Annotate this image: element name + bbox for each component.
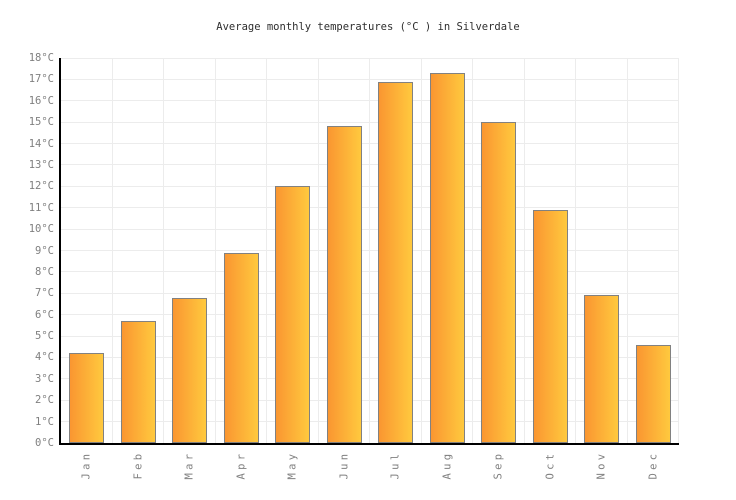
v-gridline [678, 58, 679, 443]
bar-jul [378, 81, 414, 443]
x-axis-label-text: Jan [80, 450, 93, 480]
v-gridline [163, 58, 164, 443]
y-axis-label: 8°C [35, 265, 54, 278]
x-axis-label-text: Jun [338, 450, 351, 480]
bar-jun [326, 126, 362, 443]
h-gridline [61, 228, 679, 230]
x-axis-label: Jun [319, 448, 371, 482]
bar-aug [429, 72, 465, 443]
v-gridline [215, 58, 216, 443]
y-axis-label: 12°C [28, 180, 54, 193]
v-gridline [421, 58, 422, 443]
x-axis-label: Aug [422, 448, 474, 482]
y-axis-label: 3°C [35, 372, 54, 385]
h-gridline [61, 143, 679, 145]
y-axis-label: 7°C [35, 287, 54, 300]
v-gridline [112, 58, 113, 443]
x-axis-label-text: Feb [132, 450, 145, 480]
h-gridline [61, 57, 679, 59]
x-axis-label-text: Nov [595, 450, 608, 480]
plot-area [59, 57, 679, 445]
y-axis-label: 0°C [35, 437, 54, 449]
x-axis-label: Nov [576, 448, 628, 482]
y-axis-label: 4°C [35, 351, 54, 364]
y-axis-label: 10°C [28, 223, 54, 236]
y-axis-label: 16°C [28, 94, 54, 107]
v-gridline [524, 58, 525, 443]
h-gridline [61, 399, 679, 401]
x-axis-label-text: Jul [389, 450, 402, 480]
x-axis-label: Apr [216, 448, 268, 482]
x-axis-label-text: Sep [492, 450, 505, 480]
v-gridline [575, 58, 576, 443]
h-gridline [61, 100, 679, 102]
h-gridline [61, 185, 679, 187]
h-gridline [61, 378, 679, 380]
v-gridline [627, 58, 628, 443]
bar-sep [481, 122, 517, 443]
h-gridline [61, 335, 679, 337]
bar-dec [635, 344, 671, 443]
h-gridline [61, 78, 679, 80]
y-axis-label: 14°C [28, 137, 54, 150]
chart-title: Average monthly temperatures (°C ) in Si… [216, 21, 520, 33]
x-axis-label: Dec [628, 448, 680, 482]
v-gridline [266, 58, 267, 443]
bar-nov [584, 295, 620, 443]
y-axis-label: 1°C [35, 415, 54, 428]
y-axis-label: 6°C [35, 308, 54, 321]
x-axis-label-text: May [286, 450, 299, 480]
y-axis-label: 5°C [35, 330, 54, 343]
h-gridline [61, 271, 679, 273]
bar-oct [532, 209, 568, 443]
v-gridline [318, 58, 319, 443]
h-gridline [61, 356, 679, 358]
x-axis-label-text: Dec [647, 450, 660, 480]
bar-apr [223, 252, 259, 443]
y-axis-label: 13°C [28, 158, 54, 171]
y-axis-label: 18°C [28, 52, 54, 64]
bar-feb [120, 321, 156, 443]
v-gridline [472, 58, 473, 443]
y-axis-label: 9°C [35, 244, 54, 257]
x-axis-label: Jul [370, 448, 422, 482]
y-axis-label: 15°C [28, 116, 54, 129]
bar-jan [69, 353, 105, 443]
v-gridline [369, 58, 370, 443]
x-axis-label: Jan [61, 448, 113, 482]
x-axis-label: Oct [525, 448, 577, 482]
h-gridline [61, 250, 679, 251]
y-axis-label: 17°C [28, 73, 54, 86]
bar-may [275, 186, 311, 443]
h-gridline [61, 121, 679, 123]
y-axis-label: 2°C [35, 394, 54, 407]
x-axis-label: Feb [113, 448, 165, 482]
x-axis-label: Sep [473, 448, 525, 482]
x-axis-label: Mar [164, 448, 216, 482]
x-axis-label-text: Oct [544, 450, 557, 480]
y-axis-label: 11°C [28, 201, 54, 214]
x-axis-label: May [267, 448, 319, 482]
h-gridline [61, 164, 679, 166]
h-gridline [61, 207, 679, 209]
x-axis-label-text: Aug [441, 450, 454, 480]
h-gridline [61, 314, 679, 316]
h-gridline [61, 421, 679, 423]
x-axis-label-text: Mar [183, 450, 196, 480]
h-gridline [61, 292, 679, 294]
bar-mar [172, 297, 208, 443]
x-axis-label-text: Apr [235, 450, 248, 480]
